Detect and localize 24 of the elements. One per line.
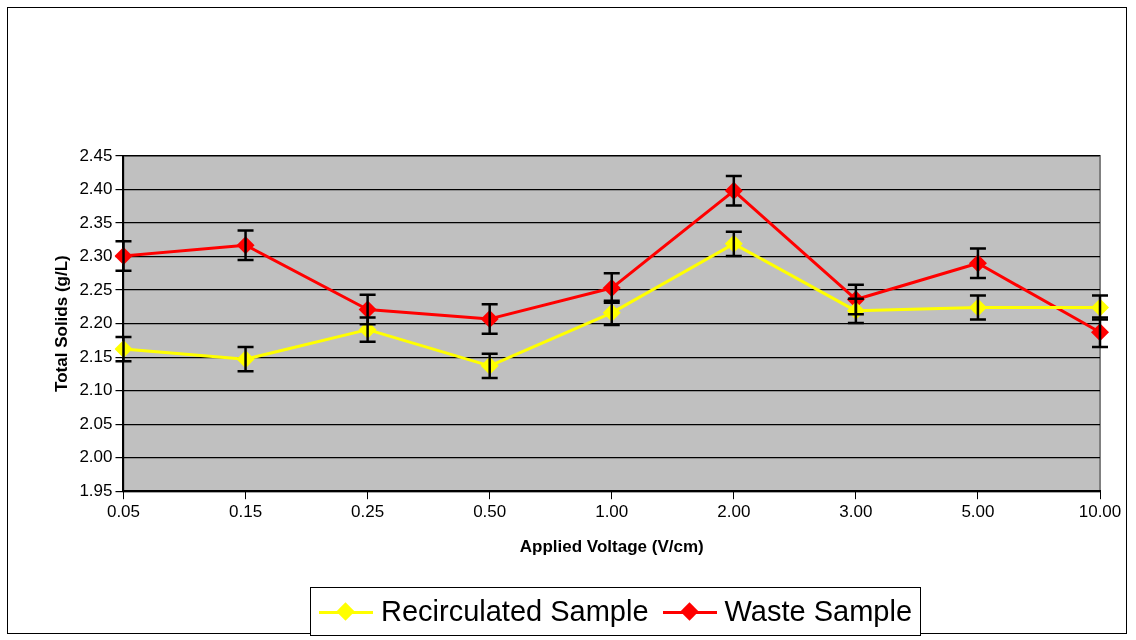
y-axis-title: Total Solids (g/L) [51, 255, 71, 392]
x-tick-label: 2.00 [717, 502, 751, 522]
x-tick-label: 5.00 [961, 502, 995, 522]
x-tick-label: 0.15 [229, 502, 263, 522]
x-tick-label: 1.00 [595, 502, 629, 522]
y-tick-label: 2.15 [79, 346, 113, 366]
x-tick-label: 10.00 [1078, 502, 1122, 522]
x-tick-label: 0.05 [106, 502, 141, 522]
x-tick-label: 0.50 [473, 502, 507, 522]
y-tick-label: 2.45 [79, 145, 113, 165]
y-tick-label: 2.05 [79, 413, 113, 433]
y-tick-label: 2.10 [79, 380, 113, 400]
x-tick-label: 0.25 [351, 502, 385, 522]
x-tick-label: 3.00 [839, 502, 873, 522]
x-axis-title: Applied Voltage (V/cm) [519, 537, 704, 557]
legend-label: Recirculated Sample [381, 595, 649, 628]
y-tick-label: 2.35 [79, 212, 113, 232]
y-tick-label: 1.95 [79, 480, 113, 500]
y-tick-label: 2.40 [79, 179, 113, 199]
y-tick-label: 2.25 [79, 279, 113, 299]
legend-label: Waste Sample [724, 595, 913, 628]
y-tick-label: 2.30 [79, 246, 113, 266]
y-tick-label: 2.20 [79, 313, 113, 333]
y-tick-label: 2.00 [79, 447, 113, 467]
